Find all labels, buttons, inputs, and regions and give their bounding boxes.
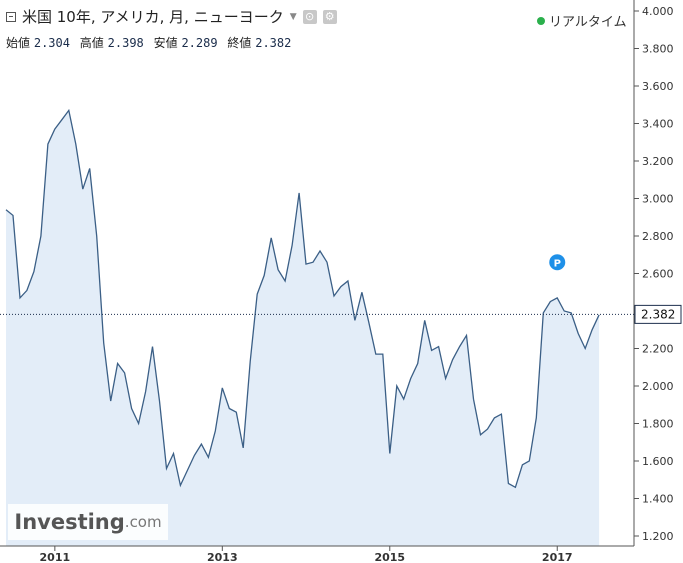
chart-title[interactable]: 米国 10年, アメリカ, 月, ニューヨーク [22,8,284,26]
y-tick-label: 1.200 [642,530,674,543]
y-tick-label: 1.400 [642,493,674,506]
p-marker-label: P [554,258,561,269]
close-label: 終値 [227,36,252,50]
open-label: 始値 [6,36,31,50]
open-value: 2.304 [33,36,70,50]
p-marker-icon[interactable] [549,254,566,271]
chevron-down-icon[interactable]: ▼ [289,11,297,22]
current-value-label: 2.382 [641,307,675,321]
gear-icon[interactable]: ⚙ [322,9,337,24]
y-tick-label: 2.600 [642,268,674,281]
settings-icon[interactable]: ⊙ [302,9,317,24]
current-value-box [634,304,682,324]
low-value: 2.289 [181,36,218,50]
y-tick-label: 2.000 [642,380,674,393]
logo-sub-text: .com [124,513,162,531]
y-tick-label: 4.000 [642,5,674,18]
y-tick-label: 3.600 [642,80,674,93]
high-label: 高値 [79,36,104,50]
investing-logo: Investing .com [8,504,168,540]
x-tick-label: 2013 [207,551,238,563]
x-tick-label: 2011 [40,551,71,563]
x-tick-label: 2017 [542,551,573,563]
y-tick-label: 2.800 [642,230,674,243]
y-tick-label: 1.600 [642,455,674,468]
x-tick-label: 2015 [374,551,405,563]
low-label: 安値 [153,36,178,50]
realtime-dot-icon [537,16,545,25]
logo-main-text: Investing [14,510,125,534]
ohlc-readout: 始値 2.304 高値 2.398 安値 2.289 終値 2.382 [6,34,297,51]
y-tick-label: 3.000 [642,193,674,206]
series-line [5,108,600,489]
y-tick-label: 3.200 [642,155,674,168]
y-tick-label: 3.800 [642,43,674,56]
close-value: 2.382 [255,36,292,50]
y-tick-label: 2.200 [642,343,674,356]
y-tick-label: 1.800 [642,418,674,431]
chart-header: 米国 10年, アメリカ, 月, ニューヨーク ▼ ⊙ ⚙ [6,6,337,27]
area-fill [6,110,600,547]
y-tick-label: 3.400 [642,118,674,131]
realtime-indicator[interactable]: リアルタイム [537,11,627,30]
high-value: 2.398 [107,36,144,50]
realtime-label: リアルタイム [549,15,627,30]
collapse-icon[interactable] [6,11,16,22]
